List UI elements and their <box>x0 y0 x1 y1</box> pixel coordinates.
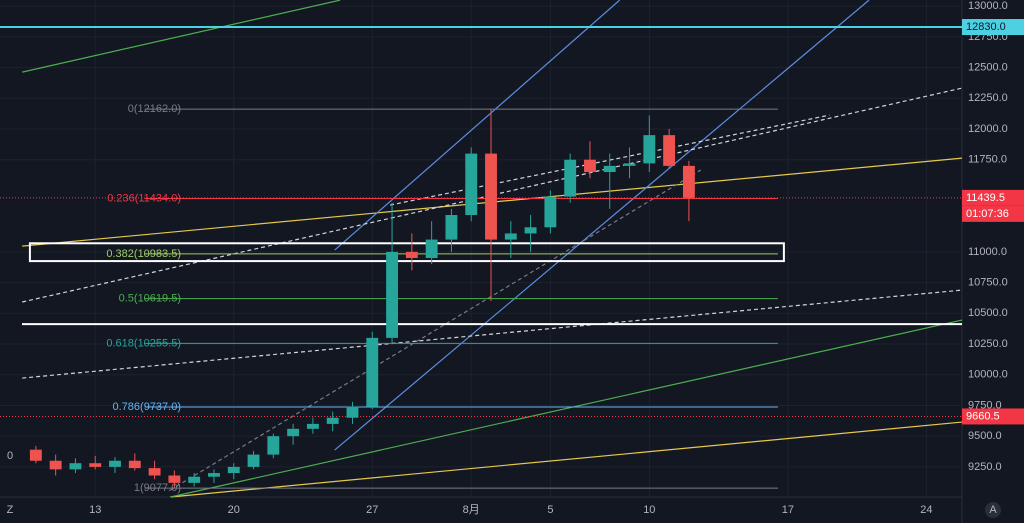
trend-line <box>22 0 341 73</box>
candle-body <box>623 163 636 166</box>
candle-body <box>188 476 201 483</box>
left-label: 0 <box>7 450 13 462</box>
button-bg[interactable] <box>985 502 1001 518</box>
trend-line <box>170 319 963 498</box>
y-tick-label: 10250.0 <box>968 338 1008 350</box>
candle-body <box>643 135 656 164</box>
highlight-box <box>28 242 785 263</box>
candle-body <box>465 153 478 216</box>
y-tick-label: 12000.0 <box>968 123 1008 135</box>
y-tick-label: 9750.0 <box>968 399 1002 411</box>
y-tick-label: 12250.0 <box>968 92 1008 104</box>
x-tick-label: 17 <box>782 504 794 516</box>
candle-body <box>69 463 82 470</box>
candle-body <box>49 460 62 470</box>
countdown-tag <box>962 205 1024 222</box>
trend-line <box>334 0 621 251</box>
y-tick-label: 11000.0 <box>968 246 1007 258</box>
price-tag-label: 11439.5 <box>966 192 1005 204</box>
fib-label: 0.618(10255.5) <box>106 337 181 349</box>
candle-body <box>89 463 102 467</box>
candle-body <box>247 454 260 467</box>
x-tick-label: 5 <box>547 504 553 516</box>
candle-body <box>425 239 438 259</box>
y-tick-label: 9500.0 <box>968 430 1002 442</box>
candle-body <box>128 460 141 469</box>
candle-body <box>445 215 458 240</box>
x-tick-label: 13 <box>89 504 101 516</box>
candle-body <box>109 460 121 467</box>
candle-body <box>287 428 300 437</box>
fib-label: 0.5(10619.5) <box>119 293 181 305</box>
y-tick-label: 10500.0 <box>968 307 1008 319</box>
price-tag-label: 9660.5 <box>966 410 1000 422</box>
candle-body <box>346 406 359 418</box>
y-tick-label: 12500.0 <box>968 61 1008 73</box>
candle-body <box>386 251 398 338</box>
fib-label: 0.236(11434.0) <box>107 192 181 204</box>
candle-body <box>267 436 280 455</box>
trend-line <box>170 421 963 498</box>
candle-body <box>584 159 596 173</box>
candle-body <box>405 251 418 259</box>
candle-body <box>682 165 695 198</box>
y-tick-label: 9250.0 <box>968 461 1002 473</box>
candle-body <box>603 165 616 173</box>
y-tick-label: 10750.0 <box>968 277 1008 289</box>
x-tick-label: 27 <box>366 504 378 516</box>
trend-line <box>22 289 963 379</box>
x-tick-label: 20 <box>228 504 240 516</box>
x-tick-label: 24 <box>920 504 932 516</box>
countdown: 01:07:36 <box>966 208 1009 220</box>
fib-label: 0(12162.0) <box>128 103 181 115</box>
fib-label: 0.382(10983.5) <box>106 248 181 260</box>
candle-body <box>485 153 497 240</box>
candle-body <box>306 423 319 429</box>
candle-body <box>524 227 537 234</box>
candle-body <box>564 159 577 197</box>
price-tag-label: 12830.0 <box>966 21 1006 33</box>
button[interactable]: A <box>989 504 997 516</box>
fib-label: 1(9077.0) <box>134 482 181 494</box>
candle-body <box>168 475 181 483</box>
candle-body <box>208 473 220 477</box>
trend-line <box>170 169 702 491</box>
price-tag <box>962 19 1024 36</box>
candle-body <box>366 337 379 407</box>
trend-line <box>334 0 870 451</box>
y-tick-label: 10000.0 <box>968 369 1008 381</box>
candle-body <box>148 468 161 476</box>
y-tick-label: 11750.0 <box>968 154 1007 166</box>
price-tag <box>962 189 1024 206</box>
x-tick-label: 8月 <box>463 504 480 516</box>
y-tick-label: 13000.0 <box>968 0 1008 12</box>
candle-body <box>663 135 676 166</box>
fib-label: 0.786(9737.0) <box>113 401 182 413</box>
x-tick-label: 10 <box>643 504 655 516</box>
candle-body <box>227 466 240 474</box>
candle-body <box>29 449 42 461</box>
button[interactable]: Z <box>7 504 14 516</box>
price-tag <box>962 408 1024 425</box>
candle-body <box>326 417 339 424</box>
candle-body <box>544 196 557 228</box>
candle-body <box>504 233 517 240</box>
